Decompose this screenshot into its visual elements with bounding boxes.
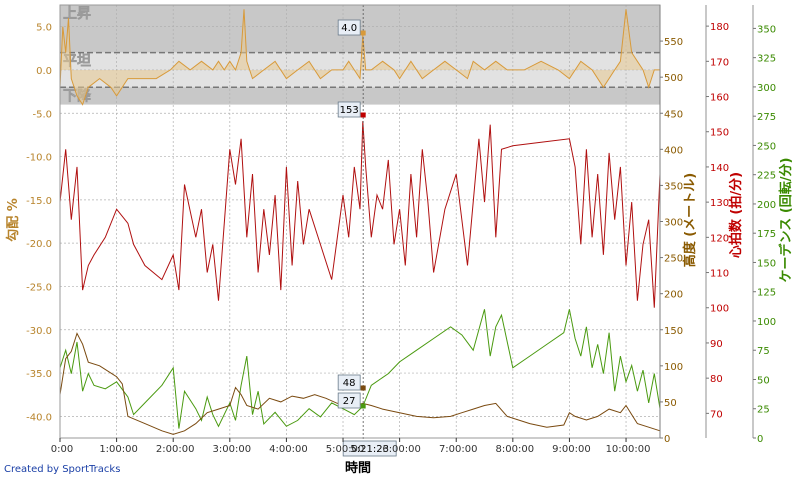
cadence-tick-label: 300: [757, 83, 776, 94]
elevation-tick-label: 550: [664, 37, 683, 48]
grade-tick-label: 5.0: [36, 23, 52, 34]
elevation-tick-label: 50: [664, 398, 677, 409]
elevation-tick-label: 0: [664, 434, 670, 445]
cursor-hr-box: [337, 101, 361, 118]
elevation-tick-label: 350: [664, 181, 683, 192]
heart_rate-tick-label: 130: [710, 198, 729, 209]
elevation-tick-label: 400: [664, 145, 683, 156]
x-tick-label: 6:00:00: [382, 444, 421, 455]
cursor-time-label: 5:21:23: [350, 444, 389, 455]
x-tick-label: 0:00: [51, 444, 73, 455]
x-tick-label: 4:00:00: [269, 444, 308, 455]
heart_rate-tick-label: 100: [710, 304, 729, 315]
cadence-tick-label: 200: [757, 200, 776, 211]
cadence-tick-label: 225: [757, 171, 776, 182]
cadence-tick-label: 250: [757, 141, 776, 152]
grade-tick-label: -10.0: [26, 153, 52, 164]
grade-tick-label: -25.0: [26, 282, 52, 293]
series-elevation-line: [59, 332, 661, 435]
x-tick-label: 9:00:00: [552, 444, 591, 455]
cadence-tick-label: 175: [757, 229, 776, 240]
heart_rate-tick-label: 140: [710, 163, 729, 174]
grade-tick-label: -20.0: [26, 239, 52, 250]
elevation-tick-label: 100: [664, 362, 683, 373]
cursor-elev-label: 48: [343, 378, 356, 389]
grade-tick-label: -5.0: [32, 109, 52, 120]
band-label: 上昇: [63, 6, 91, 22]
grade-tick-label: -35.0: [26, 369, 52, 380]
heart_rate-tick-label: 80: [710, 374, 723, 385]
axes: 0:00 1:00:00 2:00:00 3:00:00 4:00:00 5:00:00 6…: [5, 5, 794, 476]
grade-axis-label: 勾配 %: [5, 198, 21, 242]
cadence-tick-label: 100: [757, 317, 776, 328]
x-tick-label: 10:00:00: [606, 444, 651, 455]
grade-tick-label: 0.0: [36, 66, 52, 77]
heart_rate-tick-label: 170: [710, 57, 729, 68]
credit-text[interactable]: Created by SportTracks: [4, 464, 121, 475]
elevation-tick-label: 150: [664, 326, 683, 337]
cursor-cad-label: 27: [343, 396, 356, 407]
cursor-hr-marker: [360, 112, 366, 118]
cursor-cad-box: [337, 392, 361, 409]
cadence-tick-label: 325: [757, 54, 776, 65]
x-tick-label: 7:00:00: [439, 444, 478, 455]
elevation-tick-label: 250: [664, 254, 683, 265]
cursor-grade-box: [337, 19, 361, 36]
x-tick-label: 8:00:00: [496, 444, 535, 455]
grade-tick-label: -40.0: [26, 412, 52, 423]
heart_rate-tick-label: 160: [710, 93, 729, 104]
heart_rate-tick-label: 110: [710, 269, 729, 280]
grade-tick-label: -15.0: [26, 196, 52, 207]
cursor-grade-marker: [360, 30, 366, 36]
heart_rate-tick-label: 180: [710, 22, 729, 33]
cursor: 4.0 153 48 27 5:21:23: [337, 5, 397, 457]
heart_rate-tick-label: 90: [710, 339, 723, 350]
cadence-tick-label: 350: [757, 24, 776, 35]
cursor-grade-label: 4.0: [341, 23, 357, 34]
cursor-cad-marker: [360, 403, 366, 409]
cursor-elev-marker: [360, 385, 366, 391]
x-tick-label: 3:00:00: [213, 444, 252, 455]
elevation-tick-label: 200: [664, 290, 683, 301]
heart_rate-tick-label: 70: [710, 409, 723, 420]
series-lines: [59, 9, 661, 435]
series-cadence-line: [59, 309, 661, 429]
heart_rate-tick-label: 120: [710, 233, 729, 244]
elevation-axis-label: 高度 (メートル): [682, 173, 698, 267]
band-2: [60, 87, 660, 105]
cursor-time-box: [342, 440, 397, 457]
series-heart_rate-line: [59, 121, 661, 308]
cadence-tick-label: 50: [757, 375, 770, 386]
cadence-tick-label: 0: [757, 434, 763, 445]
cadence-tick-label: 125: [757, 288, 776, 299]
cadence-tick-label: 275: [757, 112, 776, 123]
cadence-axis-label: ケーデンス (回転/分): [778, 158, 794, 283]
cadence-tick-label: 25: [757, 405, 770, 416]
x-tick-label: 5:00:00: [326, 444, 365, 455]
elevation-tick-label: 300: [664, 218, 683, 229]
cadence-tick-label: 150: [757, 258, 776, 269]
cursor-elev-box: [337, 374, 361, 391]
heart_rate-axis-label: 心拍数 (拍/分): [728, 172, 744, 258]
cursor-hr-label: 153: [340, 105, 359, 116]
elevation-tick-label: 500: [664, 73, 683, 84]
x-tick-label: 2:00:00: [156, 444, 195, 455]
cadence-tick-label: 75: [757, 346, 770, 357]
x-tick-label: 1:00:00: [99, 444, 138, 455]
grade-tick-label: -30.0: [26, 326, 52, 337]
heart_rate-tick-label: 150: [710, 128, 729, 139]
series-grade-line: [59, 9, 660, 106]
elevation-tick-label: 450: [664, 109, 683, 120]
x-axis-label: 時間: [345, 460, 371, 476]
